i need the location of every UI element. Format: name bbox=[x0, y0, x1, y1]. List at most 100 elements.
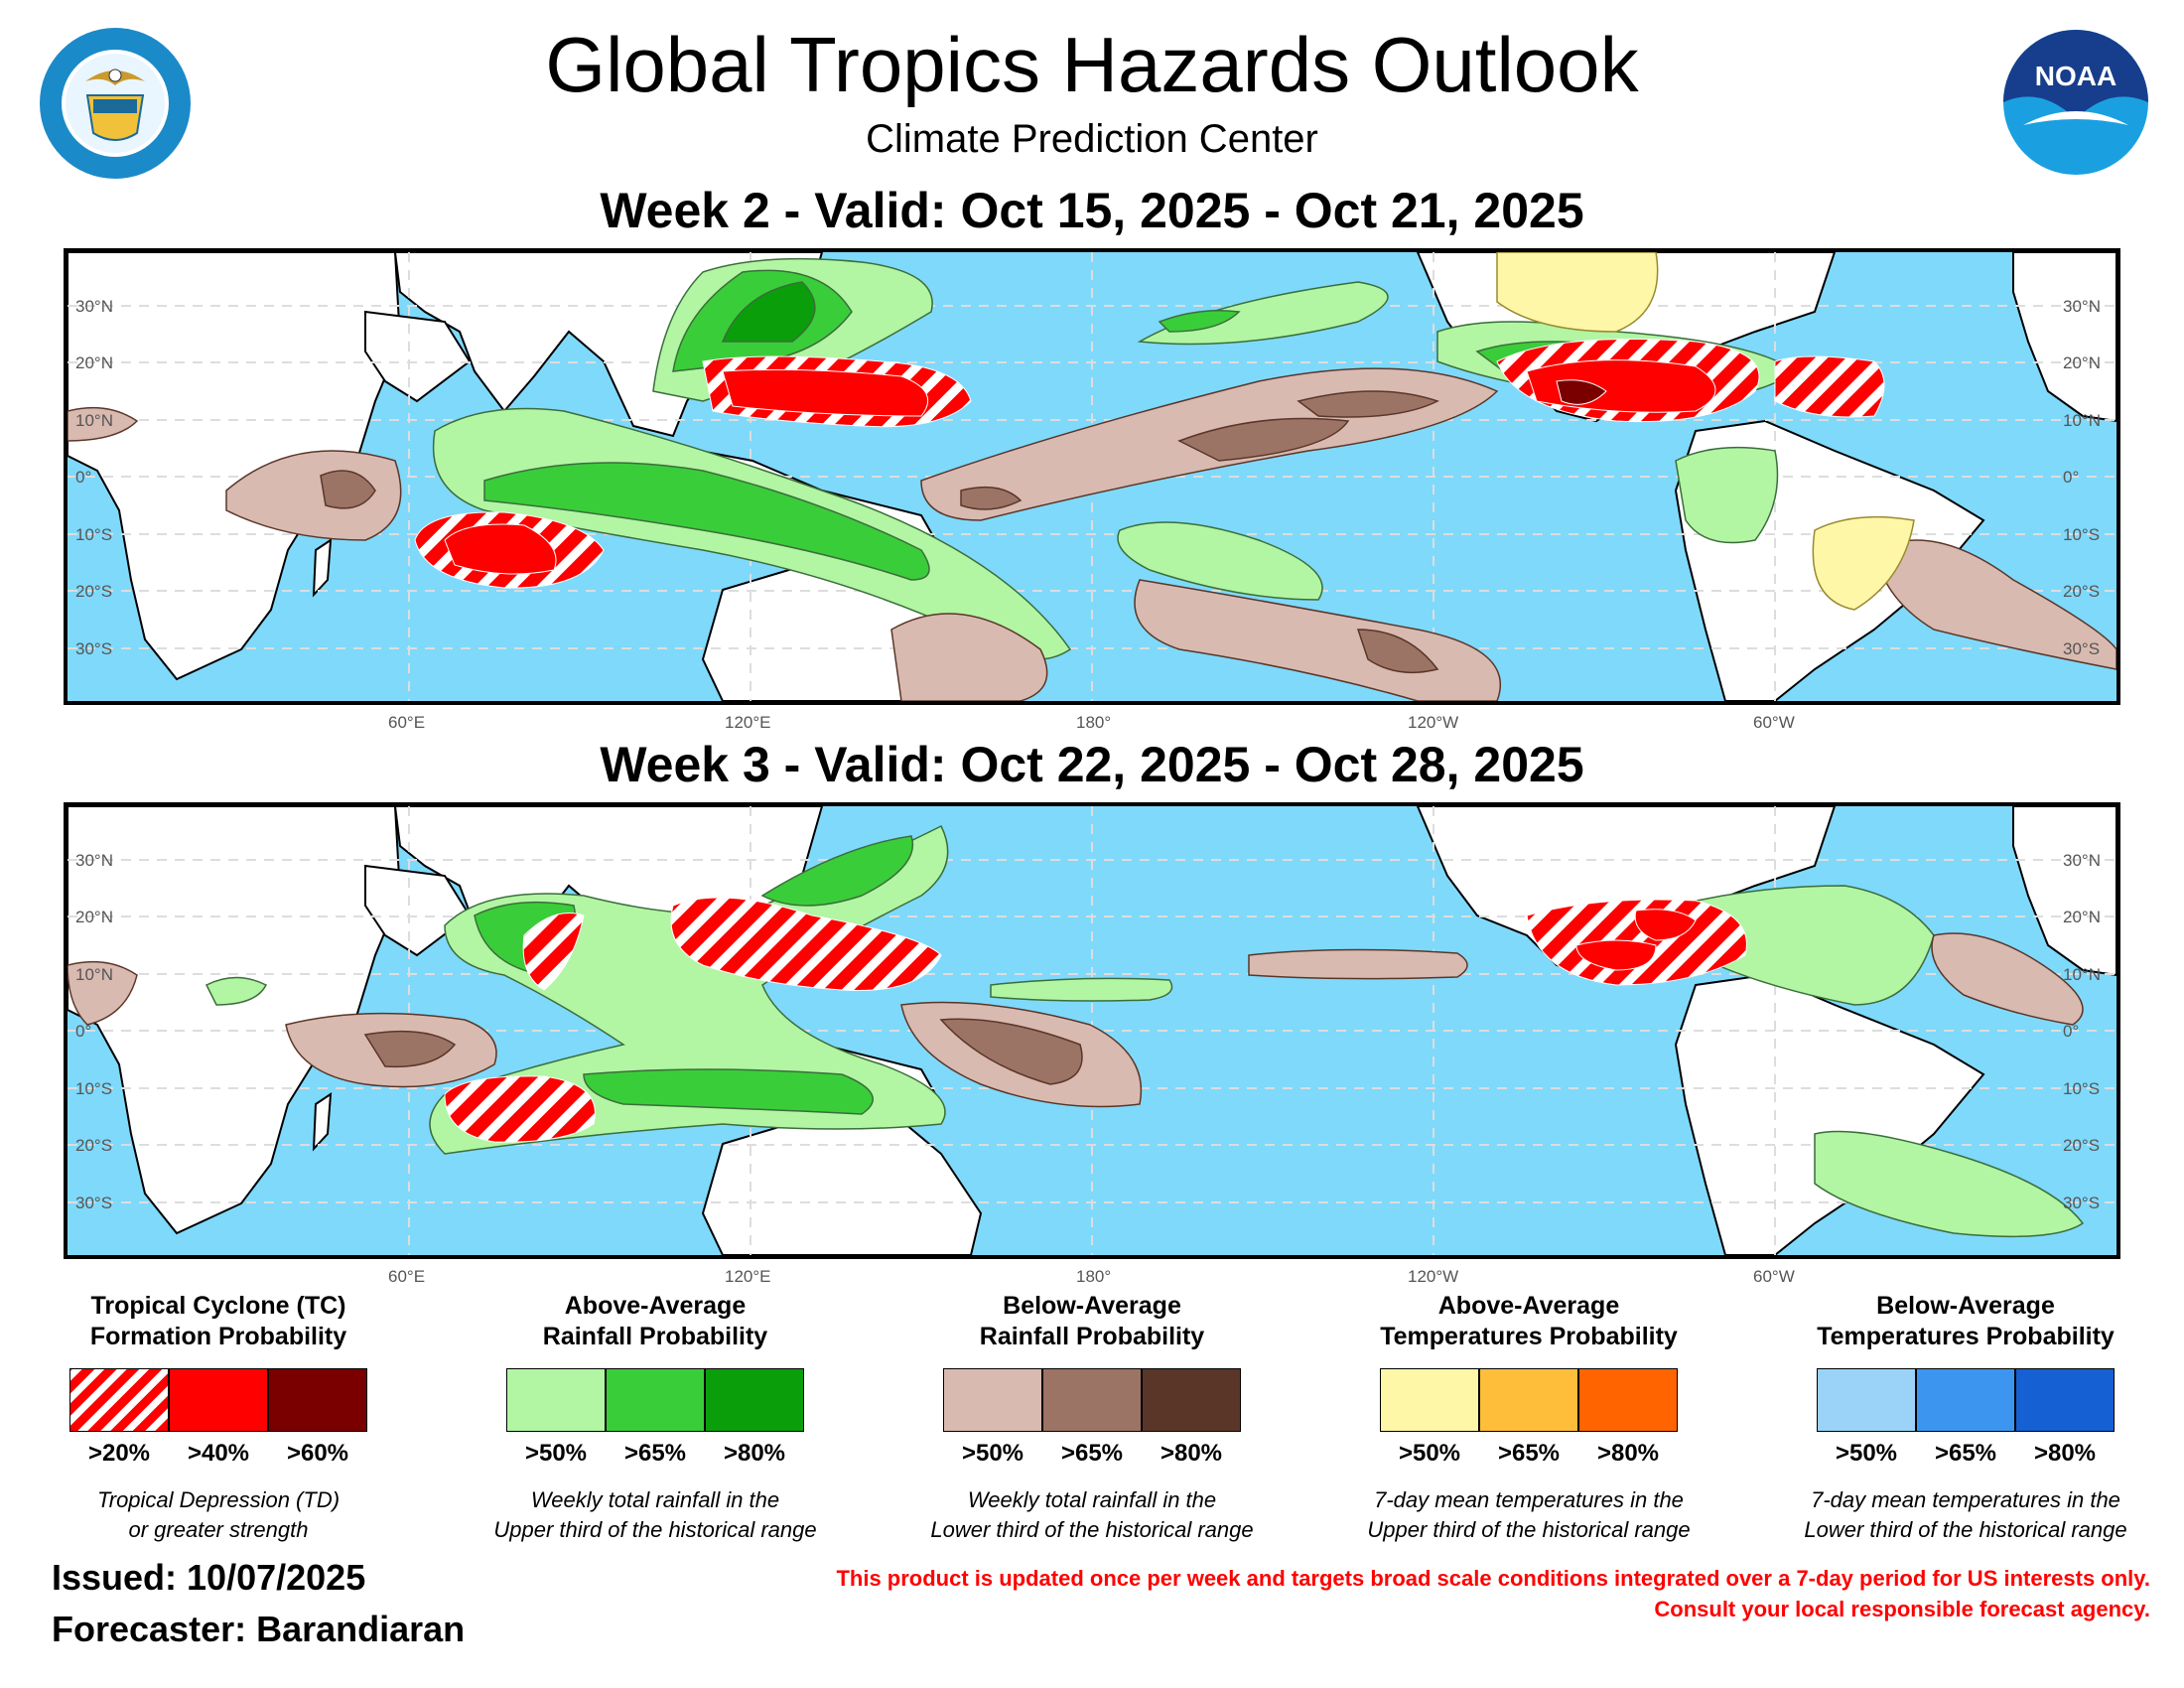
legend-level: >60% bbox=[286, 1440, 349, 1467]
legend-note: Tropical Depression (TD) bbox=[96, 1487, 341, 1512]
lon-label: 180° bbox=[1076, 1267, 1112, 1286]
lon-label: 120°W bbox=[1408, 1267, 1459, 1286]
rain-above-50-npac bbox=[1137, 281, 1389, 346]
lon-label: 60°E bbox=[388, 1267, 426, 1286]
legend-swatch bbox=[1479, 1368, 1578, 1432]
legend-level: >80% bbox=[1160, 1440, 1223, 1467]
legend-level: >50% bbox=[961, 1440, 1024, 1467]
nw-africa-land bbox=[2012, 806, 2116, 977]
legend-swatch bbox=[606, 1368, 705, 1432]
lat-label: 0° bbox=[75, 468, 91, 487]
rain-below-65-mcs bbox=[939, 1018, 1083, 1085]
rain-above-50-samerica bbox=[1675, 446, 1779, 544]
rain-below-65-pac1 bbox=[1177, 417, 1350, 462]
tc-40-carib bbox=[1575, 939, 1657, 971]
rain-above-65-indian bbox=[483, 462, 930, 581]
madagascar-land bbox=[312, 1092, 333, 1152]
legend-swatch bbox=[1142, 1368, 1241, 1432]
tc-40-carib2 bbox=[1634, 909, 1697, 941]
legend-swatch bbox=[169, 1368, 268, 1432]
legend-note: 7-day mean temperatures in the bbox=[1374, 1487, 1684, 1512]
tc-20-wpac bbox=[670, 897, 942, 992]
legend-title: Below-Average bbox=[1003, 1292, 1181, 1320]
legend-swatch bbox=[268, 1368, 367, 1432]
lat-label: 30°S bbox=[75, 1194, 112, 1212]
rain-below-65-pac3 bbox=[960, 486, 1023, 510]
lat-label: 0° bbox=[2063, 1022, 2079, 1041]
lat-label: 10°S bbox=[2063, 1079, 2100, 1098]
legend-title: Tropical Cyclone (TC) bbox=[90, 1292, 346, 1320]
legend-note: Weekly total rainfall in the bbox=[967, 1487, 1217, 1512]
week2-map: 30°N 20°N 10°N 0° 10°S 20°S 30°S 30°N 20… bbox=[64, 248, 2120, 705]
legend-title: Above-Average bbox=[564, 1292, 747, 1320]
lat-label: 0° bbox=[75, 1022, 91, 1041]
legend-level: >40% bbox=[187, 1440, 250, 1467]
week2-title: Week 2 - Valid: Oct 15, 2025 - Oct 21, 2… bbox=[600, 183, 1584, 238]
legend-level: >65% bbox=[1060, 1440, 1124, 1467]
legend-level: >65% bbox=[623, 1440, 687, 1467]
lat-label: 10°N bbox=[2063, 965, 2101, 984]
rain-above-65-arafura bbox=[583, 1068, 874, 1115]
rain-below-65-pac2 bbox=[1297, 390, 1439, 418]
disclaimer: This product is updated once per week an… bbox=[661, 1563, 2150, 1624]
lat-label: 30°S bbox=[2063, 639, 2100, 658]
rain-above-50-spac bbox=[1117, 521, 1323, 601]
legend-note: 7-day mean temperatures in the bbox=[1811, 1487, 2120, 1512]
legend-note: Upper third of the historical range bbox=[493, 1517, 817, 1542]
legend-title: Below-Average bbox=[1876, 1292, 2055, 1320]
tc-40-wpac bbox=[722, 368, 929, 417]
week2-map-canvas: 30°N 20°N 10°N 0° 10°S 20°S 30°S 30°N 20… bbox=[68, 252, 2116, 701]
tc-20-arabian bbox=[522, 913, 585, 991]
legend-level: >80% bbox=[2033, 1440, 2097, 1467]
lat-label: 20°N bbox=[75, 353, 113, 372]
lat-label: 20°N bbox=[2063, 908, 2101, 926]
rain-below-50-natl bbox=[1931, 932, 2084, 1026]
legend-title: Temperatures Probability bbox=[1817, 1323, 2115, 1350]
legend-swatch bbox=[1042, 1368, 1142, 1432]
lat-label: 20°S bbox=[75, 1136, 112, 1155]
legend-swatch bbox=[2015, 1368, 2115, 1432]
legend-tc: Tropical Cyclone (TC) Formation Probabil… bbox=[40, 1291, 397, 1545]
tc-60-carib bbox=[1556, 379, 1607, 405]
legend-temp-above: Above-Average Temperatures Probability >… bbox=[1350, 1291, 1707, 1545]
lon-label: 120°E bbox=[725, 1267, 771, 1286]
legend-level: >20% bbox=[87, 1440, 151, 1467]
rain-below-50-cpac bbox=[1248, 948, 1468, 980]
tc-40-carib bbox=[1526, 359, 1716, 413]
tc-40-indian bbox=[444, 523, 557, 575]
lat-label: 20°S bbox=[2063, 582, 2100, 601]
lat-label: 30°N bbox=[75, 297, 113, 316]
lat-label: 0° bbox=[2063, 468, 2079, 487]
rain-above-50-africa bbox=[205, 976, 268, 1006]
lon-label: 120°E bbox=[725, 713, 771, 732]
lat-label: 20°S bbox=[2063, 1136, 2100, 1155]
page-title: Global Tropics Hazards Outlook bbox=[545, 21, 1639, 108]
lat-label: 20°N bbox=[2063, 353, 2101, 372]
noaa-logo-text: NOAA bbox=[2035, 61, 2116, 91]
rain-below-65-spac bbox=[1356, 629, 1439, 674]
legend-level: >50% bbox=[1398, 1440, 1461, 1467]
lat-label: 10°S bbox=[75, 1079, 112, 1098]
rain-below-65-africa bbox=[320, 470, 376, 509]
legend-swatch bbox=[506, 1368, 606, 1432]
legend-title: Formation Probability bbox=[89, 1323, 347, 1350]
lat-label: 30°S bbox=[75, 639, 112, 658]
lat-label: 30°N bbox=[2063, 297, 2101, 316]
lat-label: 10°N bbox=[2063, 411, 2101, 430]
legend-swatch bbox=[1578, 1368, 1678, 1432]
lat-label: 20°N bbox=[75, 908, 113, 926]
lat-label: 20°S bbox=[75, 582, 112, 601]
forecaster-name: Forecaster: Barandiaran bbox=[52, 1609, 466, 1649]
lon-label: 60°W bbox=[1753, 713, 1795, 732]
disclaimer-line: Consult your local responsible forecast … bbox=[1654, 1597, 2150, 1621]
legend-note: Lower third of the historical range bbox=[1804, 1517, 2127, 1542]
legend-rain-above: Above-Average Rainfall Probability >50% … bbox=[477, 1291, 834, 1545]
page-subtitle: Climate Prediction Center bbox=[866, 117, 1318, 161]
legend-note: Weekly total rainfall in the bbox=[530, 1487, 780, 1512]
rain-below-50-wafrica bbox=[68, 960, 138, 1026]
legend-rain-below: Below-Average Rainfall Probability >50% … bbox=[913, 1291, 1271, 1545]
commerce-seal-logo bbox=[40, 28, 191, 179]
madagascar-land bbox=[312, 538, 333, 598]
lat-label: 10°N bbox=[75, 965, 113, 984]
lon-label: 60°E bbox=[388, 713, 426, 732]
